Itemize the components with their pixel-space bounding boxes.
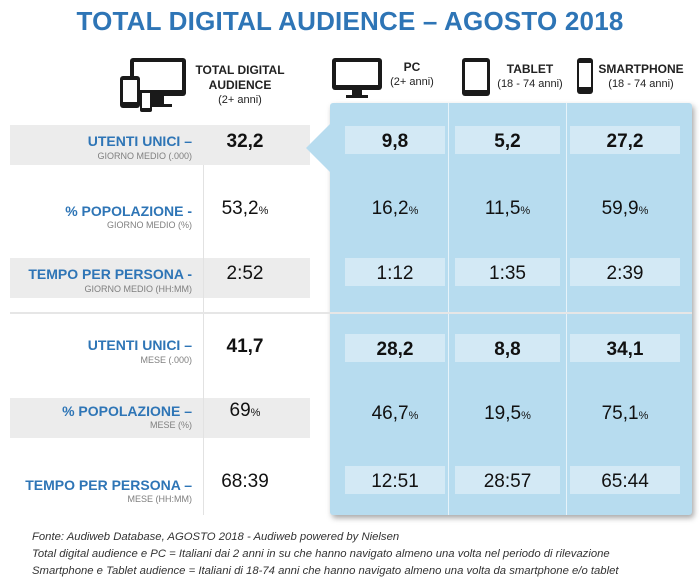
value-tablet: 19,5%: [484, 403, 531, 424]
row-sublabel: GIORNO MEDIO (.000): [97, 151, 192, 161]
row-sublabel: MESE (%): [149, 420, 192, 430]
cell-bar: [345, 334, 445, 362]
value-total: 69%: [229, 400, 261, 421]
multi-device-icon: [120, 58, 186, 112]
value-smartphone: 2:39: [606, 263, 644, 284]
value-pc: 1:12: [376, 263, 414, 284]
value-tablet: 28:57: [483, 471, 532, 492]
value-total: 41,7: [226, 336, 264, 357]
header-pc-label: PC: [403, 60, 421, 74]
monitor-icon: [332, 58, 382, 98]
cell-bar: [455, 466, 560, 494]
cell-bar: [455, 126, 560, 154]
value-total: 53,2%: [221, 198, 269, 219]
cell-bar: [570, 334, 680, 362]
column-divider: [448, 103, 449, 515]
value-total: 32,2: [226, 131, 264, 152]
column-divider: [566, 103, 567, 515]
value-smartphone: 59,9%: [601, 198, 649, 219]
row-label: UTENTI UNICI –: [87, 133, 192, 149]
header-smartphone-label: SMARTPHONE: [598, 62, 684, 76]
value-total: 68:39: [221, 471, 269, 492]
header-tablet-label: TABLET: [506, 62, 554, 76]
header-tablet: TABLET (18 - 74 anni): [488, 62, 572, 91]
value-pc: 12:51: [371, 471, 419, 492]
header-total-line1: TOTAL DIGITAL: [195, 63, 285, 77]
row-sublabel: GIORNO MEDIO (%): [107, 220, 192, 230]
header-pc: PC (2+ anni): [382, 60, 442, 89]
header-pc-sub: (2+ anni): [390, 76, 434, 88]
value-smartphone: 27,2: [606, 131, 644, 152]
header-smartphone: SMARTPHONE (18 - 74 anni): [594, 62, 688, 91]
section-divider: [10, 312, 692, 314]
footnote-definition-total: Total digital audience e PC = Italiani d…: [32, 548, 610, 560]
cell-bar: [570, 466, 680, 494]
value-smartphone: 75,1%: [601, 403, 649, 424]
smartphone-icon: [577, 58, 593, 94]
value-total: 2:52: [226, 263, 264, 284]
value-pc: 16,2%: [371, 198, 419, 219]
value-tablet: 1:35: [489, 263, 526, 284]
cell-bar: [455, 334, 560, 362]
value-smartphone: 65:44: [601, 471, 649, 492]
row-label: % POPOLAZIONE –: [62, 403, 192, 419]
column-divider: [203, 165, 204, 515]
value-pc: 28,2: [376, 339, 414, 360]
device-panel: [330, 103, 692, 515]
cell-bar: [570, 126, 680, 154]
row-sublabel: MESE (.000): [140, 355, 192, 365]
cell-bar: [345, 126, 445, 154]
value-pc: 46,7%: [371, 403, 419, 424]
row-label: % POPOLAZIONE -: [65, 203, 192, 219]
panel-pointer: [306, 122, 332, 174]
header-smartphone-sub: (18 - 74 anni): [608, 78, 674, 90]
row-band-utenti-giorno: [10, 125, 310, 165]
row-label: TEMPO PER PERSONA -: [28, 266, 192, 282]
header-total: TOTAL DIGITAL AUDIENCE (2+ anni): [190, 63, 290, 107]
row-band-popolazione-mese: [10, 398, 310, 438]
value-smartphone: 34,1: [606, 339, 644, 360]
tablet-icon: [462, 58, 490, 96]
row-sublabel: GIORNO MEDIO (HH:MM): [84, 284, 193, 294]
cell-bar: [570, 258, 680, 286]
footnote-definition-mobile: Smartphone e Tablet audience = Italiani …: [32, 565, 619, 577]
value-tablet: 8,8: [494, 339, 521, 360]
row-label: TEMPO PER PERSONA –: [25, 477, 192, 493]
row-band-tempo-giorno: [10, 258, 310, 298]
row-sublabel: MESE (HH:MM): [127, 494, 193, 504]
value-tablet: 11,5%: [484, 198, 531, 219]
cell-bar: [455, 258, 560, 286]
header-tablet-sub: (18 - 74 anni): [497, 78, 563, 90]
header-total-line2: AUDIENCE: [208, 78, 272, 92]
footnote-source: Fonte: Audiweb Database, AGOSTO 2018 - A…: [32, 531, 400, 543]
cell-bar: [345, 258, 445, 286]
value-tablet: 5,2: [494, 131, 521, 152]
header-total-sub: (2+ anni): [218, 94, 262, 106]
page-title: TOTAL DIGITAL AUDIENCE – AGOSTO 2018: [76, 6, 624, 36]
row-label: UTENTI UNICI –: [87, 337, 192, 353]
cell-bar: [345, 466, 445, 494]
value-pc: 9,8: [381, 131, 409, 152]
